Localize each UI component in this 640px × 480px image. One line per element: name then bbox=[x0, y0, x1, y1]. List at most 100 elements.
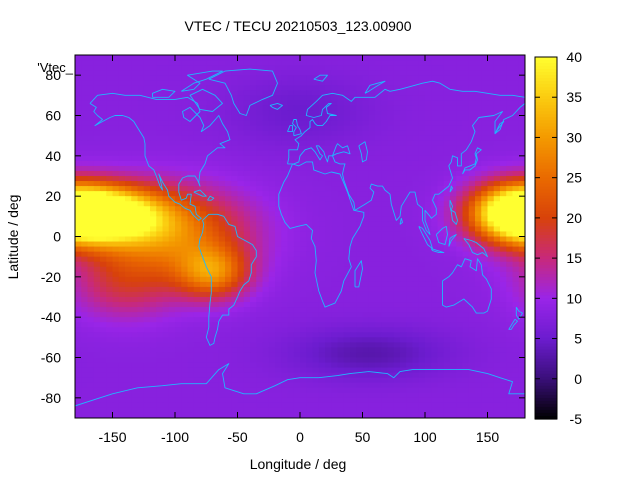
heatmap-cell bbox=[518, 342, 525, 349]
heatmap-cell bbox=[318, 125, 326, 132]
heatmap-cell bbox=[143, 125, 151, 132]
heatmap-cell bbox=[243, 327, 251, 333]
heatmap-cell bbox=[318, 145, 326, 152]
heatmap-cell bbox=[343, 110, 351, 117]
heatmap-cell bbox=[368, 60, 376, 66]
heatmap-cell bbox=[162, 327, 170, 333]
heatmap-cell bbox=[187, 120, 195, 127]
heatmap-cell bbox=[231, 226, 239, 233]
heatmap-cell bbox=[425, 191, 432, 197]
heatmap-cell bbox=[431, 397, 439, 404]
heatmap-cell bbox=[506, 80, 514, 86]
heatmap-cell bbox=[150, 271, 157, 278]
heatmap-cell bbox=[350, 251, 357, 258]
heatmap-cell bbox=[443, 236, 451, 243]
heatmap-cell bbox=[462, 246, 470, 253]
heatmap-cell bbox=[150, 281, 157, 288]
heatmap-cell bbox=[206, 392, 214, 399]
heatmap-cell bbox=[237, 312, 245, 318]
heatmap-cell bbox=[293, 286, 301, 293]
heatmap-cell bbox=[381, 90, 389, 96]
heatmap-cell bbox=[187, 246, 195, 253]
heatmap-cell bbox=[325, 135, 332, 142]
heatmap-cell bbox=[368, 367, 376, 374]
heatmap-cell bbox=[312, 170, 320, 177]
heatmap-cell bbox=[325, 65, 332, 71]
heatmap-cell bbox=[250, 347, 257, 354]
heatmap-cell bbox=[131, 337, 139, 343]
heatmap-cell bbox=[468, 372, 476, 379]
heatmap-cell bbox=[256, 337, 264, 343]
heatmap-cell bbox=[481, 216, 489, 222]
heatmap-cell bbox=[250, 362, 257, 369]
heatmap-cell bbox=[156, 236, 164, 243]
heatmap-cell bbox=[468, 160, 476, 167]
heatmap-cell bbox=[81, 135, 89, 142]
heatmap-cell bbox=[462, 332, 470, 338]
heatmap-cell bbox=[450, 160, 457, 167]
heatmap-cell bbox=[168, 307, 176, 313]
heatmap-cell bbox=[268, 236, 276, 243]
heatmap-cell bbox=[331, 120, 339, 127]
heatmap-cell bbox=[356, 231, 364, 238]
heatmap-cell bbox=[231, 382, 239, 389]
heatmap-cell bbox=[468, 337, 476, 343]
heatmap-cell bbox=[118, 196, 126, 202]
heatmap-cell bbox=[193, 55, 201, 61]
heatmap-cell bbox=[518, 100, 525, 107]
heatmap-cell bbox=[493, 105, 501, 112]
heatmap-cell bbox=[512, 297, 520, 303]
heatmap-cell bbox=[75, 251, 82, 258]
heatmap-cell bbox=[506, 135, 514, 142]
heatmap-cell bbox=[300, 80, 307, 86]
heatmap-cell bbox=[125, 140, 132, 147]
heatmap-cell bbox=[425, 140, 432, 147]
heatmap-cell bbox=[287, 150, 295, 157]
heatmap-cell bbox=[406, 75, 414, 81]
heatmap-cell bbox=[218, 155, 226, 162]
heatmap-cell bbox=[137, 75, 145, 81]
heatmap-cell bbox=[518, 216, 525, 222]
heatmap-cell bbox=[118, 55, 126, 61]
heatmap-cell bbox=[393, 170, 401, 177]
heatmap-cell bbox=[131, 110, 139, 117]
heatmap-cell bbox=[312, 322, 320, 328]
heatmap-cell bbox=[418, 241, 426, 248]
heatmap-cell bbox=[131, 332, 139, 338]
heatmap-cell bbox=[393, 100, 401, 107]
heatmap-cell bbox=[143, 352, 151, 359]
heatmap-cell bbox=[387, 70, 395, 76]
heatmap-cell bbox=[237, 120, 245, 127]
heatmap-cell bbox=[431, 110, 439, 117]
heatmap-cell bbox=[100, 55, 107, 61]
heatmap-cell bbox=[481, 100, 489, 107]
heatmap-cell bbox=[337, 357, 345, 364]
heatmap-cell bbox=[337, 327, 345, 333]
heatmap-cell bbox=[81, 261, 89, 268]
heatmap-cell bbox=[337, 70, 345, 76]
heatmap-cell bbox=[450, 100, 457, 107]
heatmap-cell bbox=[187, 352, 195, 359]
heatmap-cell bbox=[300, 261, 307, 268]
heatmap-cell bbox=[243, 317, 251, 323]
heatmap-cell bbox=[137, 211, 145, 217]
heatmap-cell bbox=[275, 397, 282, 404]
heatmap-cell bbox=[362, 100, 370, 107]
heatmap-cell bbox=[87, 100, 95, 107]
heatmap-cell bbox=[356, 201, 364, 207]
heatmap-cell bbox=[262, 387, 270, 394]
heatmap-cell bbox=[506, 347, 514, 354]
heatmap-cell bbox=[125, 135, 132, 142]
heatmap-cell bbox=[150, 342, 157, 349]
heatmap-cell bbox=[318, 377, 326, 384]
heatmap-cell bbox=[425, 397, 432, 404]
heatmap-cell bbox=[437, 337, 445, 343]
heatmap-cell bbox=[437, 302, 445, 308]
heatmap-cell bbox=[287, 216, 295, 222]
heatmap-cell bbox=[462, 216, 470, 222]
heatmap-cell bbox=[118, 105, 126, 112]
heatmap-cell bbox=[137, 150, 145, 157]
heatmap-cell bbox=[118, 357, 126, 364]
heatmap-cell bbox=[106, 302, 114, 308]
heatmap-cell bbox=[168, 85, 176, 91]
